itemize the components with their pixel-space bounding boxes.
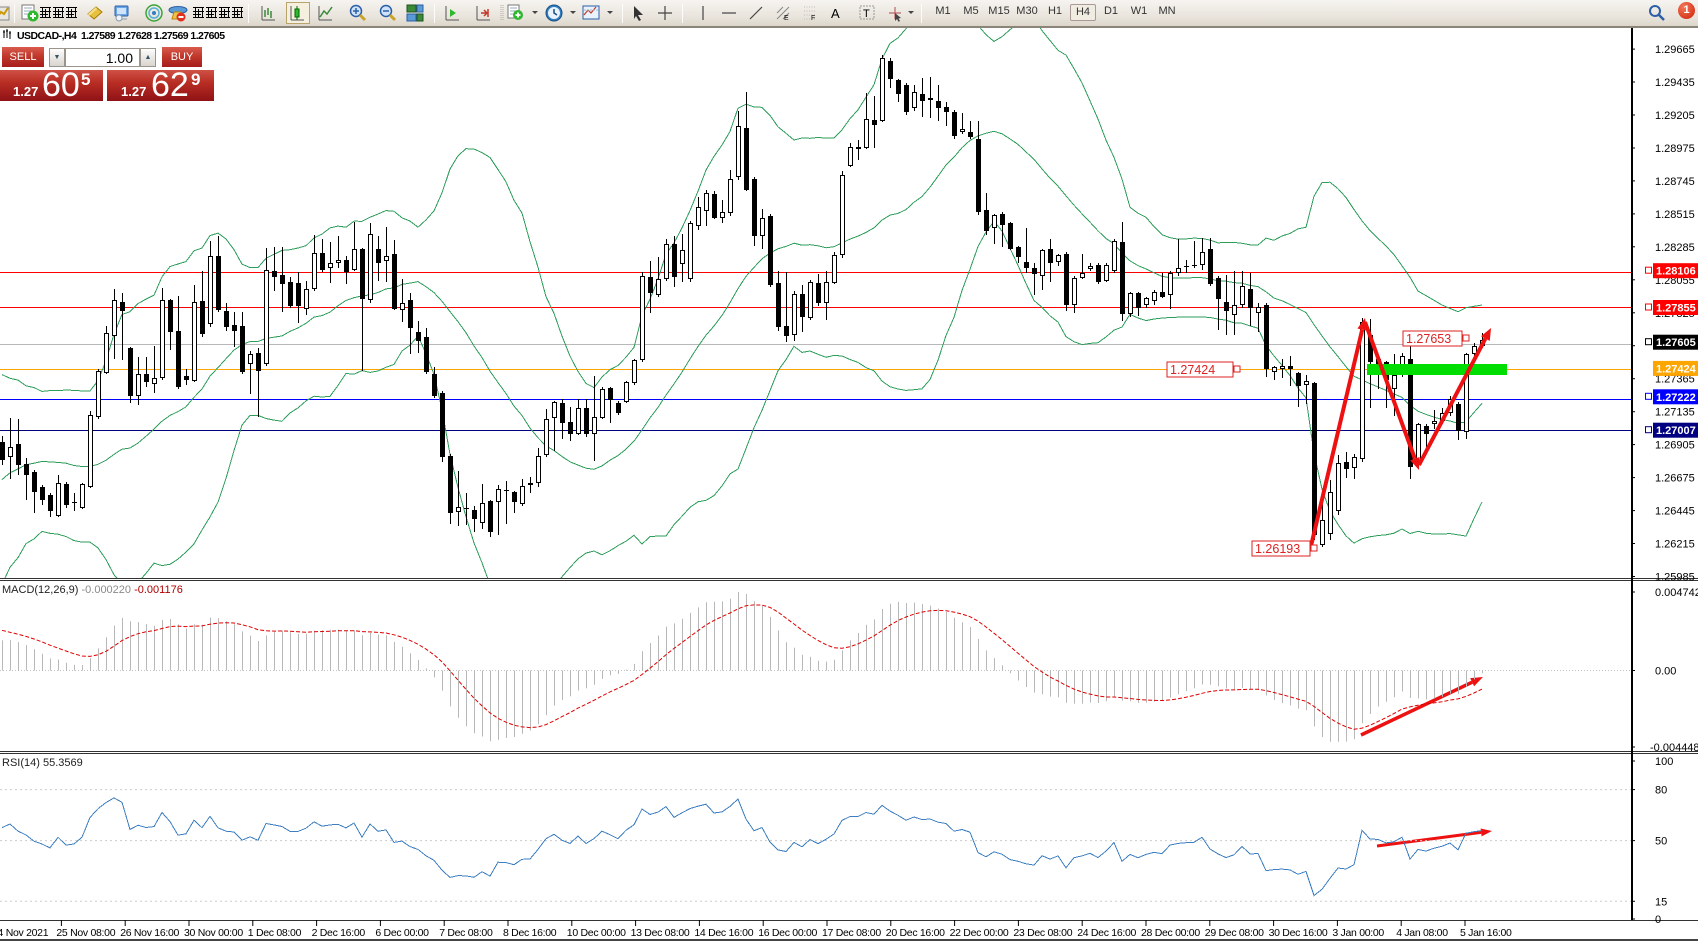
svg-text:1.27855: 1.27855 [1656, 303, 1696, 315]
svg-text:1.29665: 1.29665 [1655, 44, 1695, 56]
svg-text:50: 50 [1655, 836, 1667, 848]
svg-text:2 Dec 16:00: 2 Dec 16:00 [312, 927, 366, 939]
svg-text:1.27365: 1.27365 [1655, 374, 1695, 386]
svg-text:1.28975: 1.28975 [1655, 143, 1695, 155]
svg-text:1 Dec 08:00: 1 Dec 08:00 [248, 927, 302, 939]
svg-text:1.28106: 1.28106 [1656, 266, 1696, 278]
svg-text:RSI(14) 55.3569: RSI(14) 55.3569 [2, 757, 83, 769]
svg-text:25 Nov 08:00: 25 Nov 08:00 [56, 927, 115, 939]
svg-text:14 Dec 16:00: 14 Dec 16:00 [694, 927, 753, 939]
svg-text:1.26675: 1.26675 [1655, 473, 1695, 485]
svg-text:T: T [863, 8, 870, 20]
svg-text:0: 0 [1655, 914, 1661, 926]
svg-text:100: 100 [1655, 756, 1673, 768]
svg-text:30 Nov 00:00: 30 Nov 00:00 [184, 927, 243, 939]
svg-text:1.26193: 1.26193 [1255, 542, 1300, 556]
svg-text:1.28515: 1.28515 [1655, 209, 1695, 221]
svg-text:0.004742: 0.004742 [1655, 587, 1698, 599]
svg-text:6 Dec 00:00: 6 Dec 00:00 [375, 927, 429, 939]
svg-text:1.27605: 1.27605 [1656, 337, 1696, 349]
svg-text:1.28745: 1.28745 [1655, 176, 1695, 188]
svg-text:1.27424: 1.27424 [1656, 363, 1697, 375]
svg-text:13 Dec 08:00: 13 Dec 08:00 [631, 927, 690, 939]
svg-text:26 Nov 16:00: 26 Nov 16:00 [120, 927, 179, 939]
svg-text:8 Dec 16:00: 8 Dec 16:00 [503, 927, 557, 939]
svg-text:3 Jan 00:00: 3 Jan 00:00 [1332, 927, 1384, 939]
svg-text:28 Dec 00:00: 28 Dec 00:00 [1141, 927, 1200, 939]
svg-text:E: E [784, 15, 789, 22]
svg-text:80: 80 [1655, 785, 1667, 797]
svg-text:F: F [811, 15, 815, 22]
svg-text:1.27007: 1.27007 [1656, 425, 1696, 437]
svg-text:1.29435: 1.29435 [1655, 77, 1695, 89]
svg-text:7 Dec 08:00: 7 Dec 08:00 [439, 927, 493, 939]
svg-text:1.27135: 1.27135 [1655, 407, 1695, 419]
svg-text:10 Dec 00:00: 10 Dec 00:00 [567, 927, 626, 939]
svg-text:24 Dec 16:00: 24 Dec 16:00 [1077, 927, 1136, 939]
svg-text:4 Jan 08:00: 4 Jan 08:00 [1396, 927, 1448, 939]
svg-text:1.27424: 1.27424 [1170, 363, 1215, 377]
svg-text:16 Dec 00:00: 16 Dec 00:00 [758, 927, 817, 939]
svg-text:-0.004448: -0.004448 [1650, 742, 1698, 754]
svg-text:5 Jan 16:00: 5 Jan 16:00 [1460, 927, 1512, 939]
svg-text:MACD(12,26,9) -0.000220 -0.001: MACD(12,26,9) -0.000220 -0.001176 [2, 584, 183, 596]
svg-text:22 Dec 00:00: 22 Dec 00:00 [950, 927, 1009, 939]
svg-text:17 Dec 08:00: 17 Dec 08:00 [822, 927, 881, 939]
svg-text:20 Dec 16:00: 20 Dec 16:00 [886, 927, 945, 939]
svg-text:1.26215: 1.26215 [1655, 539, 1695, 551]
svg-text:24 Nov 2021: 24 Nov 2021 [0, 927, 49, 939]
svg-text:0.00: 0.00 [1655, 666, 1676, 678]
svg-text:30 Dec 16:00: 30 Dec 16:00 [1269, 927, 1328, 939]
svg-text:1.29205: 1.29205 [1655, 110, 1695, 122]
svg-text:1.27653: 1.27653 [1406, 332, 1451, 346]
svg-text:29 Dec 08:00: 29 Dec 08:00 [1205, 927, 1264, 939]
svg-text:1.26445: 1.26445 [1655, 506, 1695, 518]
svg-text:1.27222: 1.27222 [1656, 392, 1696, 404]
svg-text:1.25985: 1.25985 [1655, 572, 1695, 584]
svg-text:1.26905: 1.26905 [1655, 440, 1695, 452]
svg-text:15: 15 [1655, 896, 1667, 908]
svg-text:23 Dec 08:00: 23 Dec 08:00 [1013, 927, 1072, 939]
svg-text:1.28285: 1.28285 [1655, 242, 1695, 254]
